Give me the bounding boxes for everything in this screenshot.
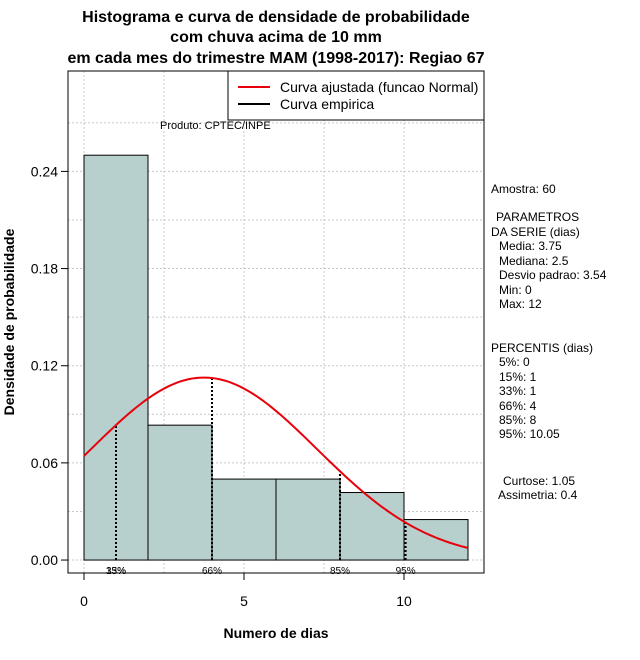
y-tick-label-0: 0.00 xyxy=(31,552,58,568)
percentil-33: 33%: 1 xyxy=(499,384,537,398)
histogram-bars xyxy=(83,154,469,561)
y-tick-label-2: 0.12 xyxy=(31,358,58,374)
credit-text: Produto: CPTEC/INPE xyxy=(160,120,271,132)
percentil-66: 66%: 4 xyxy=(499,399,537,413)
param-min: Min: 0 xyxy=(499,283,532,297)
percentis-title: PERCENTIS (dias) xyxy=(491,341,593,355)
legend-label-empirical: Curva empirica xyxy=(280,96,374,112)
legend-box xyxy=(227,70,485,121)
assimetria: Assimetria: 0.4 xyxy=(498,488,578,502)
params-title-1: PARAMETROS xyxy=(496,210,579,224)
percentile-lines: 15%33% 66% 85% 95% xyxy=(106,378,416,577)
percentil-5: 5%: 0 xyxy=(499,355,530,369)
histogram-bar-1 xyxy=(147,424,213,561)
histogram-bar-3 xyxy=(275,478,341,561)
y-tick-label-4: 0.24 xyxy=(31,163,58,179)
legend: Curva ajustada (funcao Normal) Curva emp… xyxy=(227,70,485,121)
y-tick-label-1: 0.06 xyxy=(31,455,58,471)
params-title-2: DA SERIE (dias) xyxy=(491,225,580,239)
param-media: Media: 3.75 xyxy=(499,239,562,253)
param-mediana: Mediana: 2.5 xyxy=(499,254,569,268)
percentil-85: 85%: 8 xyxy=(499,413,537,427)
y-tick-label-3: 0.18 xyxy=(31,261,58,277)
fitted-curve-layer xyxy=(83,376,469,549)
x-axis-label: Numero de dias xyxy=(223,625,328,641)
x-tick-label-0: 0 xyxy=(80,593,88,609)
param-desvio: Desvio padrao: 3.54 xyxy=(499,268,607,282)
percentile-label-3: 85% xyxy=(330,566,350,577)
sample-size: Amostra: 60 xyxy=(491,182,556,196)
chart-title-line-3: em cada mes do trimestre MAM (1998-2017)… xyxy=(67,50,484,67)
percentile-label-2: 66% xyxy=(202,566,222,577)
histogram-bar-5 xyxy=(403,519,469,561)
statistics-panel: Amostra: 60 PARAMETROS DA SERIE (dias) M… xyxy=(491,182,607,502)
param-max: Max: 12 xyxy=(499,297,542,311)
curtose: Curtose: 1.05 xyxy=(503,474,575,488)
percentile-label-0: 15% xyxy=(106,566,126,577)
histogram-bar-0 xyxy=(83,154,149,561)
fitted-curve xyxy=(83,376,469,549)
axes: 0.00 0.06 0.12 0.18 0.24 0 5 10 xyxy=(31,163,412,609)
histogram-bar-2 xyxy=(211,478,277,561)
x-tick-label-2: 10 xyxy=(396,593,412,609)
percentile-label-1: 33% xyxy=(106,566,126,577)
legend-label-fitted: Curva ajustada (funcao Normal) xyxy=(280,79,478,95)
histogram-bar-4 xyxy=(339,492,405,561)
percentil-15: 15%: 1 xyxy=(499,370,537,384)
y-axis-label: Densidade de probabilidade xyxy=(1,228,17,415)
x-tick-label-1: 5 xyxy=(240,593,248,609)
percentile-label-4: 95% xyxy=(396,566,416,577)
percentil-95: 95%: 10.05 xyxy=(499,427,560,441)
chart-title-line-1: Histograma e curva de densidade de proba… xyxy=(82,9,470,26)
chart-title-line-2: com chuva acima de 10 mm xyxy=(170,29,382,46)
